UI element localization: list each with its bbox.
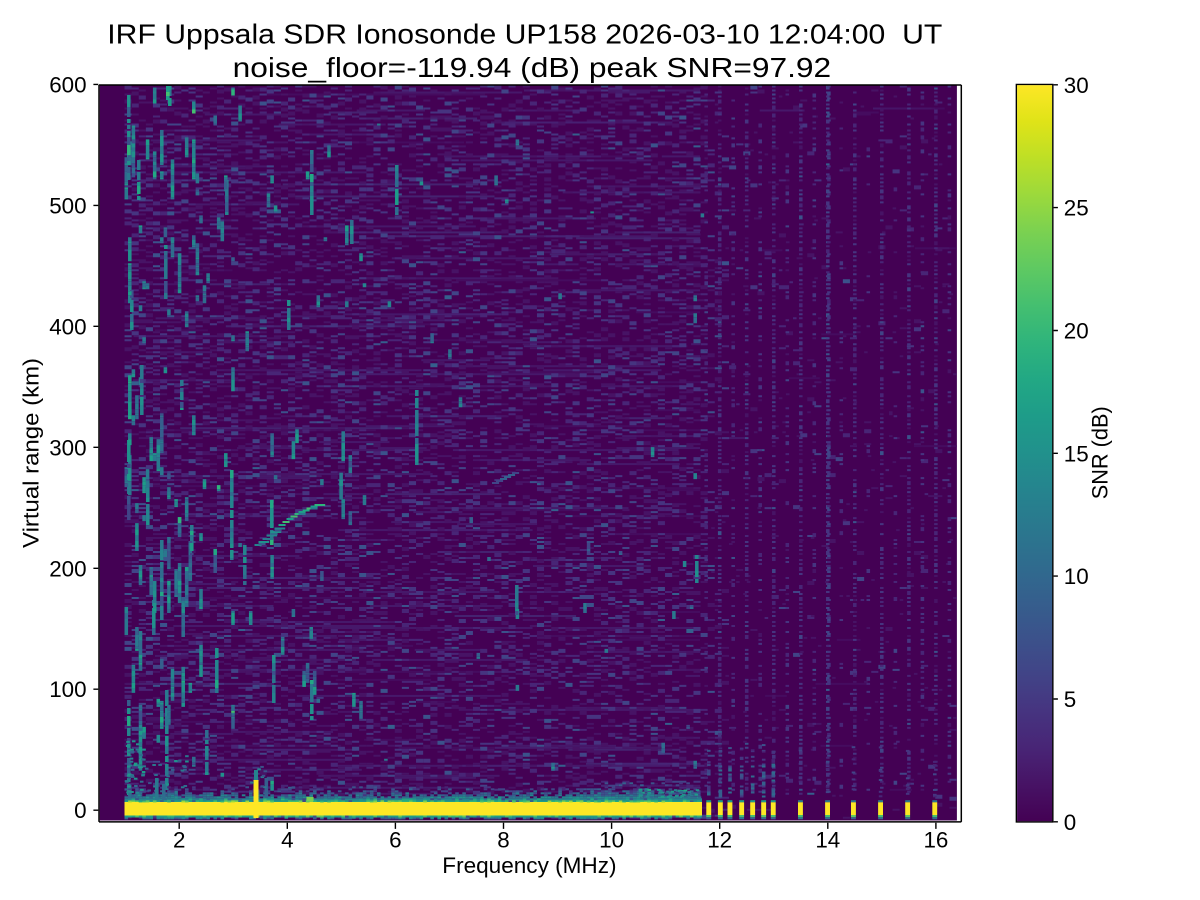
- svg-text:2: 2: [173, 827, 185, 852]
- svg-text:15: 15: [1064, 441, 1089, 466]
- svg-text:400: 400: [49, 314, 86, 339]
- svg-text:IRF Uppsala SDR Ionosonde UP15: IRF Uppsala SDR Ionosonde UP158 2026-03-…: [107, 19, 942, 50]
- svg-text:Virtual range (km): Virtual range (km): [19, 358, 44, 548]
- svg-text:200: 200: [49, 556, 86, 581]
- svg-text:300: 300: [49, 435, 86, 460]
- svg-text:5: 5: [1064, 687, 1076, 712]
- svg-text:600: 600: [49, 72, 86, 97]
- svg-text:14: 14: [815, 827, 840, 852]
- svg-text:8: 8: [497, 827, 509, 852]
- svg-text:25: 25: [1064, 196, 1089, 221]
- svg-text:6: 6: [389, 827, 401, 852]
- svg-text:0: 0: [74, 798, 86, 823]
- svg-text:SNR (dB): SNR (dB): [1088, 406, 1113, 499]
- svg-text:30: 30: [1064, 73, 1089, 98]
- svg-text:100: 100: [49, 677, 86, 702]
- svg-text:10: 10: [599, 827, 624, 852]
- svg-text:noise_floor=-119.94 (dB) peak: noise_floor=-119.94 (dB) peak SNR=97.92: [233, 52, 832, 83]
- svg-text:500: 500: [49, 193, 86, 218]
- svg-text:12: 12: [707, 827, 732, 852]
- svg-text:16: 16: [923, 827, 948, 852]
- svg-text:10: 10: [1064, 564, 1089, 589]
- svg-text:4: 4: [281, 827, 293, 852]
- svg-text:0: 0: [1064, 810, 1076, 835]
- svg-text:20: 20: [1064, 319, 1089, 344]
- svg-text:Frequency (MHz): Frequency (MHz): [442, 853, 616, 878]
